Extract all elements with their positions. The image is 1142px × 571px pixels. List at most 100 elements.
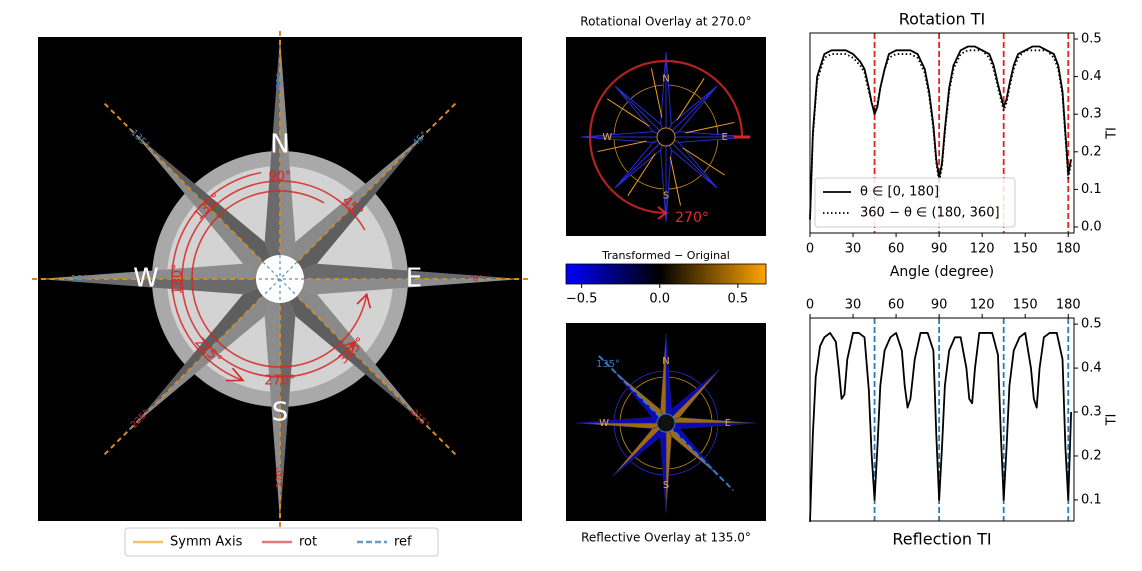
colorbar-tick-label: −0.5	[566, 292, 598, 307]
chart-title: Reflection TI	[892, 530, 991, 549]
series-line	[809, 45, 1073, 220]
legend-label: Symm Axis	[170, 535, 243, 550]
cardinal: W	[133, 264, 159, 294]
overlay-cardinal: N	[662, 73, 669, 84]
y-tick-label: 0.4	[1081, 361, 1102, 376]
axis-label: 270°	[276, 466, 286, 488]
overlay-title: Rotational Overlay at 270.0°	[580, 15, 751, 29]
star-point	[38, 263, 280, 279]
series-line	[809, 49, 1073, 220]
overlay-cardinal: S	[663, 480, 669, 491]
symm-axis	[279, 278, 458, 457]
colorbar-tick-label: 0.0	[649, 292, 670, 307]
rot-arrow	[356, 292, 372, 309]
ref-axis	[279, 278, 436, 435]
y-axis-label: TI	[1105, 127, 1120, 140]
x-tick-label: 90	[931, 298, 948, 313]
y-tick-label: 0.1	[1081, 182, 1102, 197]
plot-frame	[809, 32, 1075, 234]
star-point	[38, 279, 280, 295]
colorbar-label: Transformed − Original	[601, 249, 730, 262]
star-point	[264, 37, 280, 279]
axis-label: 180°	[71, 275, 93, 285]
y-tick-label: 0.1	[1081, 492, 1102, 507]
overlay-cardinal: W	[599, 418, 609, 429]
overlay-cardinal: E	[721, 132, 727, 143]
overlay-arrow	[657, 206, 668, 220]
legend-box	[814, 177, 1016, 228]
overlay-cardinal: N	[662, 356, 669, 367]
rot-arc	[181, 180, 366, 378]
overlay-diff	[669, 156, 682, 206]
cardinal: N	[270, 130, 289, 160]
y-tick-label: 0.4	[1081, 69, 1102, 84]
star-point	[264, 279, 280, 521]
overlay-diff	[685, 121, 735, 134]
x-tick-label: 120	[970, 242, 995, 257]
ref-axis	[124, 123, 281, 280]
rot-label: 180°	[171, 263, 186, 294]
x-tick-label: 60	[888, 298, 905, 313]
chart-title: Rotation TI	[899, 10, 986, 29]
x-tick-label: 90	[931, 242, 948, 257]
overlay-hub	[656, 413, 676, 433]
legend-label: 360 − θ ∈ (180, 360]	[860, 206, 1000, 221]
overlay-diff	[650, 68, 663, 118]
plot-frame	[809, 317, 1075, 522]
rot-label: 270°	[264, 374, 295, 389]
x-axis-label: Angle (degree)	[890, 264, 994, 280]
axis-label: 90°	[276, 73, 286, 89]
rot-arrow	[226, 367, 245, 382]
legend-label: θ ∈ [0, 180]	[860, 185, 939, 200]
overlay-cardinal: W	[602, 132, 612, 143]
y-tick-label: 0.5	[1081, 32, 1102, 47]
y-tick-label: 0.3	[1081, 107, 1102, 122]
y-tick-label: 0.2	[1081, 448, 1102, 463]
y-tick-label: 0.0	[1081, 219, 1102, 234]
overlay-angle: 270°	[675, 210, 709, 226]
rot-arc	[191, 190, 368, 368]
overlay-diff	[676, 78, 705, 121]
hub-line	[262, 261, 298, 297]
overlay-title: Reflective Overlay at 135.0°	[581, 531, 751, 545]
cardinal: S	[272, 398, 289, 428]
overlay-angle: 135°	[596, 359, 620, 370]
overlay-arc	[588, 59, 744, 215]
colorbar-tick-label: 0.5	[728, 292, 749, 307]
symm-axis	[102, 101, 281, 280]
overlay-cardinal: E	[725, 418, 731, 429]
overlay-diff	[597, 140, 647, 153]
x-tick-label: 0	[806, 242, 814, 257]
colorbar	[565, 263, 767, 285]
legend-label: rot	[299, 535, 317, 550]
overlay-diff	[607, 98, 650, 127]
rot-arrow	[340, 340, 357, 358]
x-tick-label: 180	[1056, 242, 1081, 257]
y-tick-label: 0.2	[1081, 144, 1102, 159]
x-tick-label: 150	[1013, 298, 1038, 313]
x-tick-label: 180	[1056, 298, 1081, 313]
axis-label: 0°	[473, 275, 483, 285]
y-tick-label: 0.5	[1081, 317, 1102, 332]
y-axis-label: TI	[1105, 414, 1120, 427]
x-tick-label: 120	[970, 298, 995, 313]
symm-axis	[279, 101, 458, 280]
star-point	[280, 263, 522, 279]
x-tick-label: 0	[806, 298, 814, 313]
star-point	[280, 37, 296, 279]
cardinal: E	[406, 264, 422, 294]
legend-label: ref	[394, 535, 412, 550]
x-tick-label: 30	[845, 242, 862, 257]
series-line	[809, 332, 1073, 522]
symm-axis	[102, 278, 281, 457]
overlay-cardinal: S	[663, 191, 669, 202]
x-tick-label: 60	[888, 242, 905, 257]
overlay-hub	[656, 127, 676, 147]
star-point	[280, 279, 522, 295]
overlay-diff	[627, 153, 656, 196]
overlay-diff	[682, 147, 725, 176]
y-tick-label: 0.3	[1081, 405, 1102, 420]
x-tick-label: 150	[1013, 242, 1038, 257]
x-tick-label: 30	[845, 298, 862, 313]
